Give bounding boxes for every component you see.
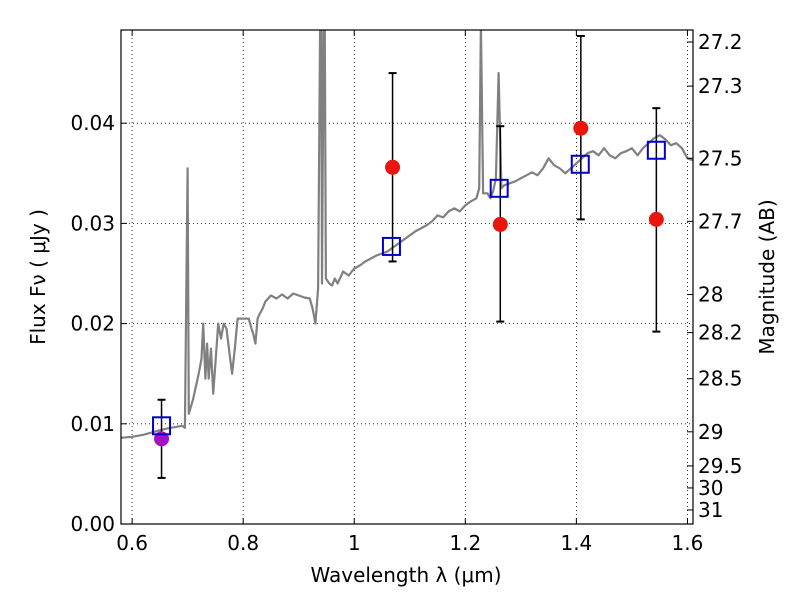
x-tick-label: 1.4 (560, 531, 592, 555)
x-tick-label: 0.6 (116, 531, 148, 555)
plot-data-area (121, 30, 693, 479)
y-axis-label: Flux Fν ( μJy ) (26, 209, 50, 345)
x-tick-label: 1.2 (449, 531, 481, 555)
right-tick-label: 27.5 (698, 146, 743, 170)
data-point (573, 120, 589, 136)
axis-ticks (121, 30, 693, 525)
x-axis-label: Wavelength λ (μm) (310, 563, 501, 587)
x-axis-label-text: Wavelength λ (μm) (310, 563, 501, 587)
right-tick-label: 29 (698, 420, 723, 444)
plot-frame (120, 29, 694, 525)
y-tick-label: 0.03 (70, 211, 115, 235)
model-square (489, 178, 509, 198)
right-tick-label: 28 (698, 283, 723, 307)
y-tick-label: 0.04 (70, 111, 115, 135)
right-tick-label: 28.2 (698, 321, 743, 345)
y-tick-label: 0.02 (70, 312, 115, 336)
right-tick-label: 27.2 (698, 30, 743, 54)
right-axis-label: Magnitude (AB) (755, 199, 779, 354)
right-tick-label: 27.3 (698, 74, 743, 98)
model-square (570, 154, 590, 174)
x-tick-label: 1.6 (672, 531, 704, 555)
right-tick-label: 27.7 (698, 209, 743, 233)
model-square (152, 416, 172, 436)
right-tick-label: 28.5 (698, 367, 743, 391)
x-tick-label: 1 (348, 531, 361, 555)
data-point (385, 159, 401, 175)
model-square (646, 140, 666, 160)
right-tick-label: 29.5 (698, 454, 743, 478)
data-point (648, 211, 664, 227)
y-tick-label: 0.01 (70, 412, 115, 436)
spectrum-line (121, 30, 693, 439)
x-tick-label: 0.8 (227, 531, 259, 555)
y-tick-label: 0.00 (70, 512, 115, 536)
right-tick-label: 31 (698, 498, 723, 522)
right-tick-label: 30 (698, 476, 723, 500)
data-point (492, 216, 508, 232)
model-square (381, 236, 401, 256)
